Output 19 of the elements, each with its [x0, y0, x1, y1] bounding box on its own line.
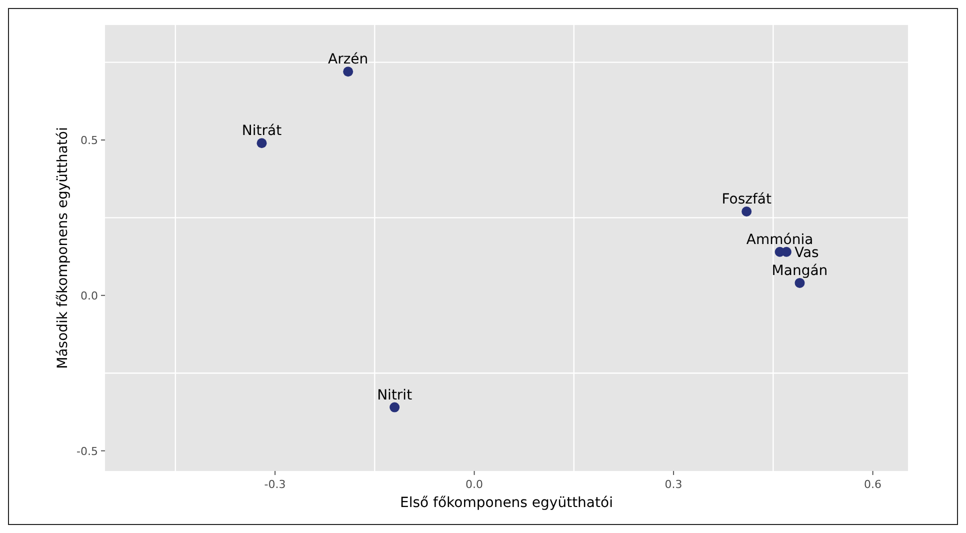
series-label: Nitrit [377, 387, 413, 404]
y-axis-title: Második főkomponens együtthatói [55, 127, 71, 369]
point [256, 138, 267, 148]
x-axis-title: Első főkomponens együtthatói [400, 495, 613, 511]
point [390, 402, 400, 412]
x-tick-label: -0.3 [264, 478, 286, 491]
point [742, 206, 752, 216]
x-tick-label: 0.0 [466, 478, 484, 491]
y-tick-label: 0.5 [80, 134, 98, 147]
series-label: Foszfát [722, 191, 772, 208]
y-tick-label: 0.0 [80, 289, 98, 302]
point [794, 278, 805, 288]
x-tick-label: 0.6 [864, 478, 882, 491]
x-tick-label: 0.3 [664, 478, 682, 491]
y-tick-label: -0.5 [76, 444, 98, 458]
series-label: Mangán [772, 262, 828, 279]
point [343, 66, 354, 77]
series-label: Nitrát [242, 123, 282, 140]
series-label: Arzén [328, 52, 368, 68]
